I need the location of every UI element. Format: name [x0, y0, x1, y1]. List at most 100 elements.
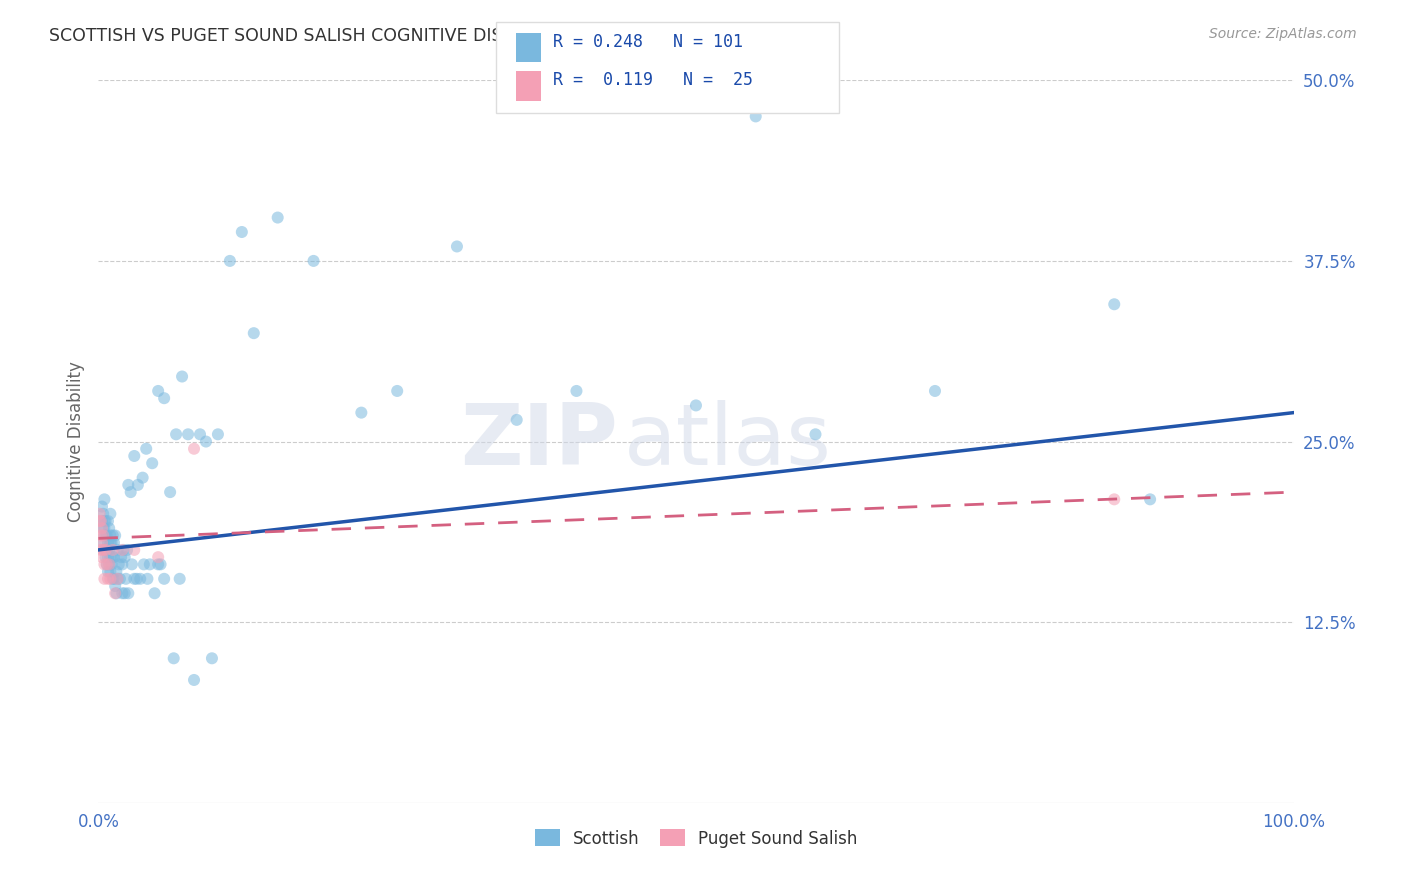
Point — [506, 413, 529, 427]
Text: SCOTTISH VS PUGET SOUND SALISH COGNITIVE DISABILITY CORRELATION CHART: SCOTTISH VS PUGET SOUND SALISH COGNITIVE… — [49, 27, 762, 45]
Point — [93, 492, 115, 507]
Point — [96, 528, 118, 542]
Point — [104, 579, 127, 593]
Point — [139, 558, 162, 572]
Point — [117, 478, 139, 492]
Point — [103, 572, 125, 586]
Point — [97, 514, 120, 528]
Point — [148, 550, 170, 565]
Point — [201, 651, 224, 665]
Point — [207, 427, 229, 442]
Point — [91, 500, 114, 514]
Point — [94, 528, 117, 542]
Point — [177, 427, 200, 442]
Point — [136, 572, 159, 586]
Point — [93, 514, 115, 528]
Point — [1139, 492, 1161, 507]
Point — [91, 514, 114, 528]
Point — [183, 442, 205, 456]
Point — [110, 550, 132, 565]
Point — [219, 253, 242, 268]
Point — [97, 572, 120, 586]
Point — [94, 542, 117, 557]
Point — [195, 434, 218, 449]
Point — [1104, 297, 1126, 311]
Point — [924, 384, 946, 398]
Point — [132, 558, 155, 572]
Point — [131, 470, 153, 484]
Point — [183, 673, 205, 687]
Point — [117, 586, 139, 600]
Point — [111, 558, 134, 572]
Legend: Scottish, Puget Sound Salish: Scottish, Puget Sound Salish — [526, 821, 866, 856]
Point — [94, 550, 117, 565]
Point — [98, 558, 121, 572]
Point — [129, 572, 152, 586]
Point — [231, 225, 253, 239]
Point — [302, 253, 325, 268]
Point — [90, 528, 112, 542]
Point — [94, 514, 117, 528]
Point — [121, 558, 143, 572]
Point — [143, 586, 166, 600]
Point — [96, 558, 118, 572]
Point — [243, 326, 266, 340]
Point — [91, 542, 114, 557]
Text: Source: ZipAtlas.com: Source: ZipAtlas.com — [1209, 27, 1357, 41]
Point — [149, 558, 172, 572]
Point — [91, 535, 114, 549]
Point — [101, 550, 124, 565]
Point — [125, 572, 148, 586]
Point — [101, 542, 124, 557]
Point — [148, 384, 170, 398]
Point — [114, 550, 136, 565]
Point — [91, 550, 114, 565]
Point — [169, 572, 191, 586]
Point — [91, 521, 114, 535]
Point — [94, 542, 117, 557]
Point — [103, 550, 125, 565]
Point — [385, 384, 409, 398]
Text: atlas: atlas — [624, 400, 832, 483]
Point — [112, 542, 135, 557]
Point — [93, 528, 115, 542]
Point — [124, 542, 146, 557]
Point — [685, 398, 707, 412]
Point — [172, 369, 194, 384]
Point — [111, 586, 134, 600]
Point — [101, 572, 124, 586]
Point — [93, 542, 115, 557]
Point — [267, 211, 290, 225]
Point — [107, 542, 129, 557]
Point — [1104, 492, 1126, 507]
Text: R =  0.119   N =  25: R = 0.119 N = 25 — [553, 71, 752, 89]
Point — [100, 558, 122, 572]
Point — [97, 535, 120, 549]
Point — [153, 572, 176, 586]
Y-axis label: Cognitive Disability: Cognitive Disability — [66, 361, 84, 522]
Point — [148, 558, 170, 572]
Point — [108, 572, 131, 586]
Point — [107, 572, 129, 586]
Point — [114, 586, 136, 600]
Point — [98, 542, 121, 557]
Point — [115, 572, 138, 586]
Point — [107, 558, 129, 572]
Point — [97, 550, 120, 565]
Point — [96, 542, 118, 557]
Point — [89, 507, 111, 521]
Point — [745, 110, 768, 124]
Point — [98, 550, 122, 565]
Point — [153, 391, 176, 405]
Point — [93, 521, 115, 535]
Point — [120, 485, 142, 500]
Point — [91, 528, 114, 542]
Text: ZIP: ZIP — [461, 400, 619, 483]
Point — [90, 542, 112, 557]
Point — [446, 239, 468, 253]
Point — [93, 572, 115, 586]
Point — [124, 449, 146, 463]
Point — [98, 558, 121, 572]
Point — [104, 528, 127, 542]
Point — [89, 514, 111, 528]
